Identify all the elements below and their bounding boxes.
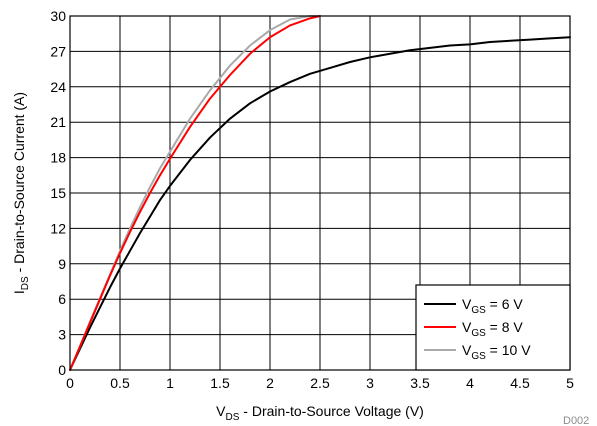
y-tick-label: 30 <box>50 8 66 24</box>
y-tick-label: 21 <box>50 114 66 130</box>
y-tick-label: 9 <box>58 256 66 272</box>
y-tick-label: 3 <box>58 327 66 343</box>
plot-frame <box>69 15 571 371</box>
x-tick-label: 4.5 <box>510 375 530 391</box>
chart-legend: VGS = 6 V VGS = 8 V VGS = 10 V <box>415 284 571 371</box>
x-axis-ticks: 0 0.5 1 1.5 2 2.5 3 3.5 4 4.5 5 <box>66 375 574 391</box>
y-tick-label: 12 <box>50 220 66 236</box>
x-tick-label: 4 <box>466 375 474 391</box>
x-tick-label: 0.5 <box>110 375 130 391</box>
legend-label: VGS = 6 V <box>462 296 523 316</box>
series-line-2 <box>69 15 321 371</box>
x-axis-label: VDS - Drain-to-Source Voltage (V) <box>216 403 424 423</box>
y-axis-ticks: 0 3 6 9 12 15 18 21 24 27 30 <box>50 8 66 378</box>
x-tick-label: 5 <box>566 375 574 391</box>
y-tick-label: 6 <box>58 291 66 307</box>
x-tick-label: 1 <box>166 375 174 391</box>
x-tick-label: 3.5 <box>410 375 430 391</box>
y-tick-label: 18 <box>50 150 66 166</box>
x-tick-label: 3 <box>366 375 374 391</box>
legend-label: VGS = 10 V <box>462 342 531 362</box>
x-tick-label: 2.5 <box>310 375 330 391</box>
x-tick-label: 1.5 <box>210 375 230 391</box>
x-tick-label: 2 <box>266 375 274 391</box>
y-axis-label: IDS - Drain-to-Source Current (A) <box>11 92 31 294</box>
legend-label: VGS = 8 V <box>462 319 523 339</box>
y-tick-label: 15 <box>50 185 66 201</box>
y-tick-label: 0 <box>58 362 66 378</box>
series-line-1 <box>69 36 571 371</box>
figure-code: D002 <box>563 415 589 426</box>
chart-series <box>69 15 571 371</box>
x-tick-label: 0 <box>66 375 74 391</box>
y-tick-label: 27 <box>50 43 66 59</box>
y-tick-label: 24 <box>50 79 66 95</box>
